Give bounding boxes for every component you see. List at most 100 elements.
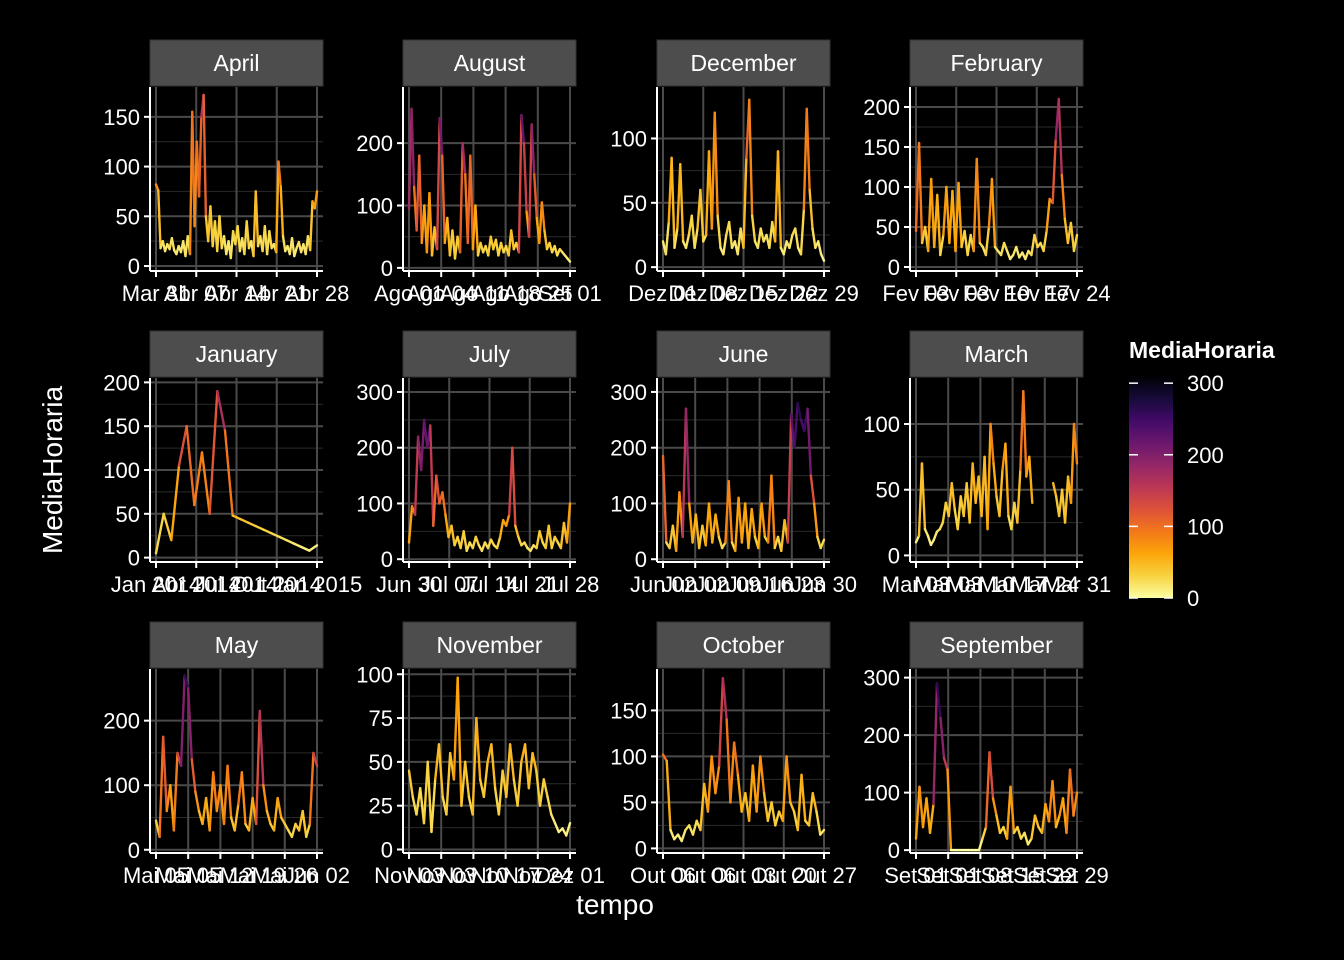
series-segment	[941, 501, 948, 524]
series-segment	[665, 759, 672, 832]
facet-strip	[149, 621, 324, 669]
series-segment	[197, 115, 203, 198]
series-segment	[566, 257, 572, 263]
series-segment	[517, 535, 523, 547]
series-segment	[809, 474, 816, 505]
series-segment	[991, 797, 998, 817]
series-segment	[774, 810, 781, 827]
series-segment	[514, 524, 520, 539]
series-segment	[914, 785, 921, 840]
series-segment	[807, 792, 814, 827]
series-segment	[158, 735, 165, 839]
series-segment	[717, 535, 724, 550]
series-segment	[770, 801, 777, 827]
y-tick-label: 150	[103, 414, 140, 439]
x-tick-label: Mai 12	[187, 863, 253, 888]
series-segment	[1072, 791, 1079, 817]
series-segment	[426, 760, 433, 834]
x-tick-label: Mar 03	[882, 572, 950, 597]
series-segment	[713, 111, 719, 217]
series-segment	[669, 828, 676, 841]
series-segment	[760, 502, 767, 539]
series-segment	[693, 227, 699, 250]
y-tick-label: 50	[623, 191, 647, 216]
series-segment	[932, 682, 939, 806]
series-segment	[212, 771, 219, 813]
series-segment	[527, 751, 534, 790]
x-tick-label: Set 22	[1013, 863, 1077, 888]
series-segment	[279, 185, 285, 238]
series-segment	[179, 674, 186, 768]
x-tick-label: Dez 08	[668, 281, 738, 306]
x-tick-label: Fev 10	[963, 281, 1030, 306]
series-segment	[490, 743, 497, 790]
y-tick-label: 0	[888, 255, 900, 280]
series-segment	[461, 141, 467, 176]
series-segment	[817, 240, 823, 256]
series-segment	[788, 233, 794, 250]
series-segment	[1022, 389, 1028, 478]
series-segment	[193, 451, 204, 507]
series-segment	[670, 156, 676, 250]
series-segment	[946, 768, 953, 852]
series-segment	[799, 208, 806, 256]
y-tick-label: 100	[610, 744, 647, 769]
x-tick-label: Set 01	[538, 281, 602, 306]
series-segment	[301, 809, 308, 839]
series-segment	[438, 116, 444, 157]
series-segment	[535, 769, 542, 807]
series-segment	[1002, 241, 1009, 253]
series-segment	[939, 233, 945, 257]
x-tick-label: Nov 03	[406, 863, 476, 888]
legend-tick-label: 300	[1187, 371, 1224, 396]
x-tick-label: Nov 03	[374, 863, 444, 888]
series-segment	[1072, 233, 1079, 253]
series-segment	[419, 418, 426, 472]
series-segment	[154, 512, 165, 555]
x-tick-label: Jun 02	[284, 863, 350, 888]
series-segment	[274, 160, 280, 254]
series-segment	[240, 771, 247, 826]
series-segment	[681, 407, 688, 539]
x-tick-label: Mar 31	[122, 281, 190, 306]
series-segment	[269, 531, 280, 538]
series-segment	[661, 753, 668, 763]
series-segment	[407, 505, 414, 544]
series-segment	[690, 214, 696, 250]
series-segment	[819, 253, 826, 262]
x-tick-label: Ago 18	[471, 281, 541, 306]
series-segment	[819, 538, 826, 550]
series-segment	[918, 785, 925, 829]
x-tick-label: Abr 07	[164, 281, 229, 306]
x-tick-label: Dez 22	[749, 281, 819, 306]
series-segment	[781, 755, 788, 822]
facet-strip	[402, 621, 577, 669]
series-segment	[280, 816, 286, 826]
series-segment	[177, 424, 188, 467]
y-tick-label: 100	[863, 175, 900, 200]
series-segment	[553, 822, 560, 834]
x-tick-label: Out 27	[791, 863, 857, 888]
x-tick-label: Ago 11	[439, 281, 507, 306]
y-tick-label: 150	[863, 135, 900, 160]
series-segment	[796, 773, 803, 832]
series-segment	[984, 225, 991, 257]
series-segment	[1005, 249, 1012, 261]
series-segment	[482, 760, 489, 799]
series-segment	[418, 154, 423, 245]
series-segment	[1054, 814, 1061, 829]
facet-strip-label: September	[940, 632, 1053, 658]
series-segment	[172, 751, 179, 832]
series-segment	[202, 93, 208, 218]
y-tick-label: 100	[863, 781, 900, 806]
series-segment	[208, 389, 219, 516]
x-tick-label: Abr 21	[244, 281, 309, 306]
y-tick-label: 50	[876, 215, 900, 240]
series-segment	[1051, 779, 1058, 829]
x-tick-label: Ago 25	[503, 281, 573, 306]
series-segment	[226, 764, 233, 819]
x-tick-label: Set 08	[949, 863, 1013, 888]
